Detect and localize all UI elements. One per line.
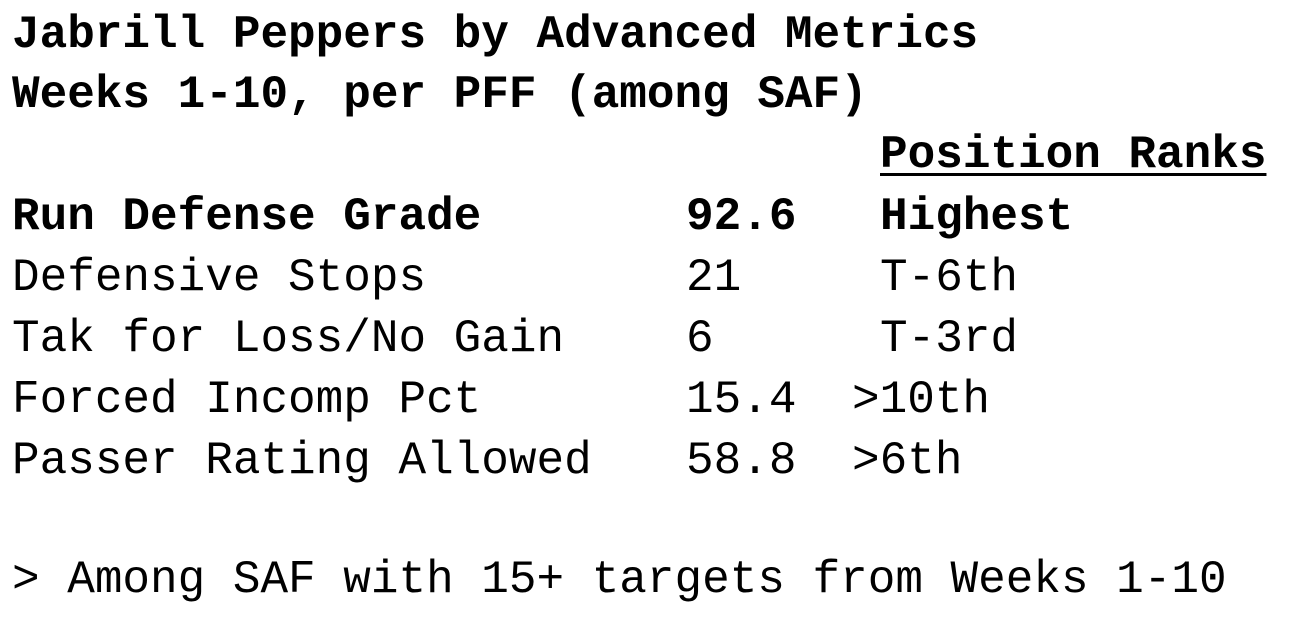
row-value: 15.4 xyxy=(686,374,797,426)
row-rank: >10th xyxy=(852,374,991,426)
row-value: 21 xyxy=(686,252,742,304)
title-line: Jabrill Peppers by Advanced Metrics xyxy=(12,9,979,61)
row-rank: T-6th xyxy=(880,252,1019,304)
row-label: Run Defense Grade xyxy=(12,191,482,243)
row-value: 6 xyxy=(686,313,714,365)
footnote: > Among SAF with 15+ targets from Weeks … xyxy=(12,554,1227,606)
row-rank: Highest xyxy=(880,191,1074,243)
row-rank: >6th xyxy=(852,435,963,487)
row-label: Tak for Loss/No Gain xyxy=(12,313,565,365)
row-label: Forced Incomp Pct xyxy=(12,374,482,426)
column-header: Position Ranks xyxy=(880,129,1267,181)
row-value: 92.6 xyxy=(686,191,797,243)
title-line: Weeks 1-10, per PFF (among SAF) xyxy=(12,69,868,121)
row-rank: T-3rd xyxy=(880,313,1019,365)
row-label: Passer Rating Allowed xyxy=(12,435,592,487)
row-label: Defensive Stops xyxy=(12,252,427,304)
row-value: 58.8 xyxy=(686,435,797,487)
